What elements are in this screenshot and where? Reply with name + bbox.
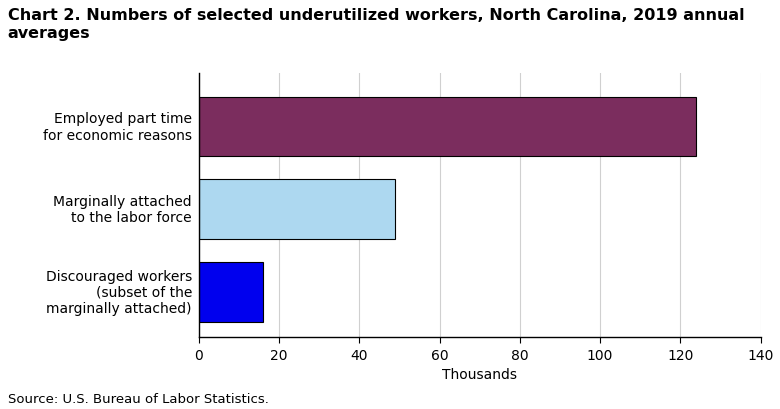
X-axis label: Thousands: Thousands xyxy=(442,367,517,381)
Bar xyxy=(199,180,395,239)
Text: Source: U.S. Bureau of Labor Statistics.: Source: U.S. Bureau of Labor Statistics. xyxy=(8,392,268,405)
Bar xyxy=(199,97,697,157)
Text: Chart 2. Numbers of selected underutilized workers, North Carolina, 2019 annual : Chart 2. Numbers of selected underutiliz… xyxy=(8,8,744,40)
Bar xyxy=(199,263,263,322)
